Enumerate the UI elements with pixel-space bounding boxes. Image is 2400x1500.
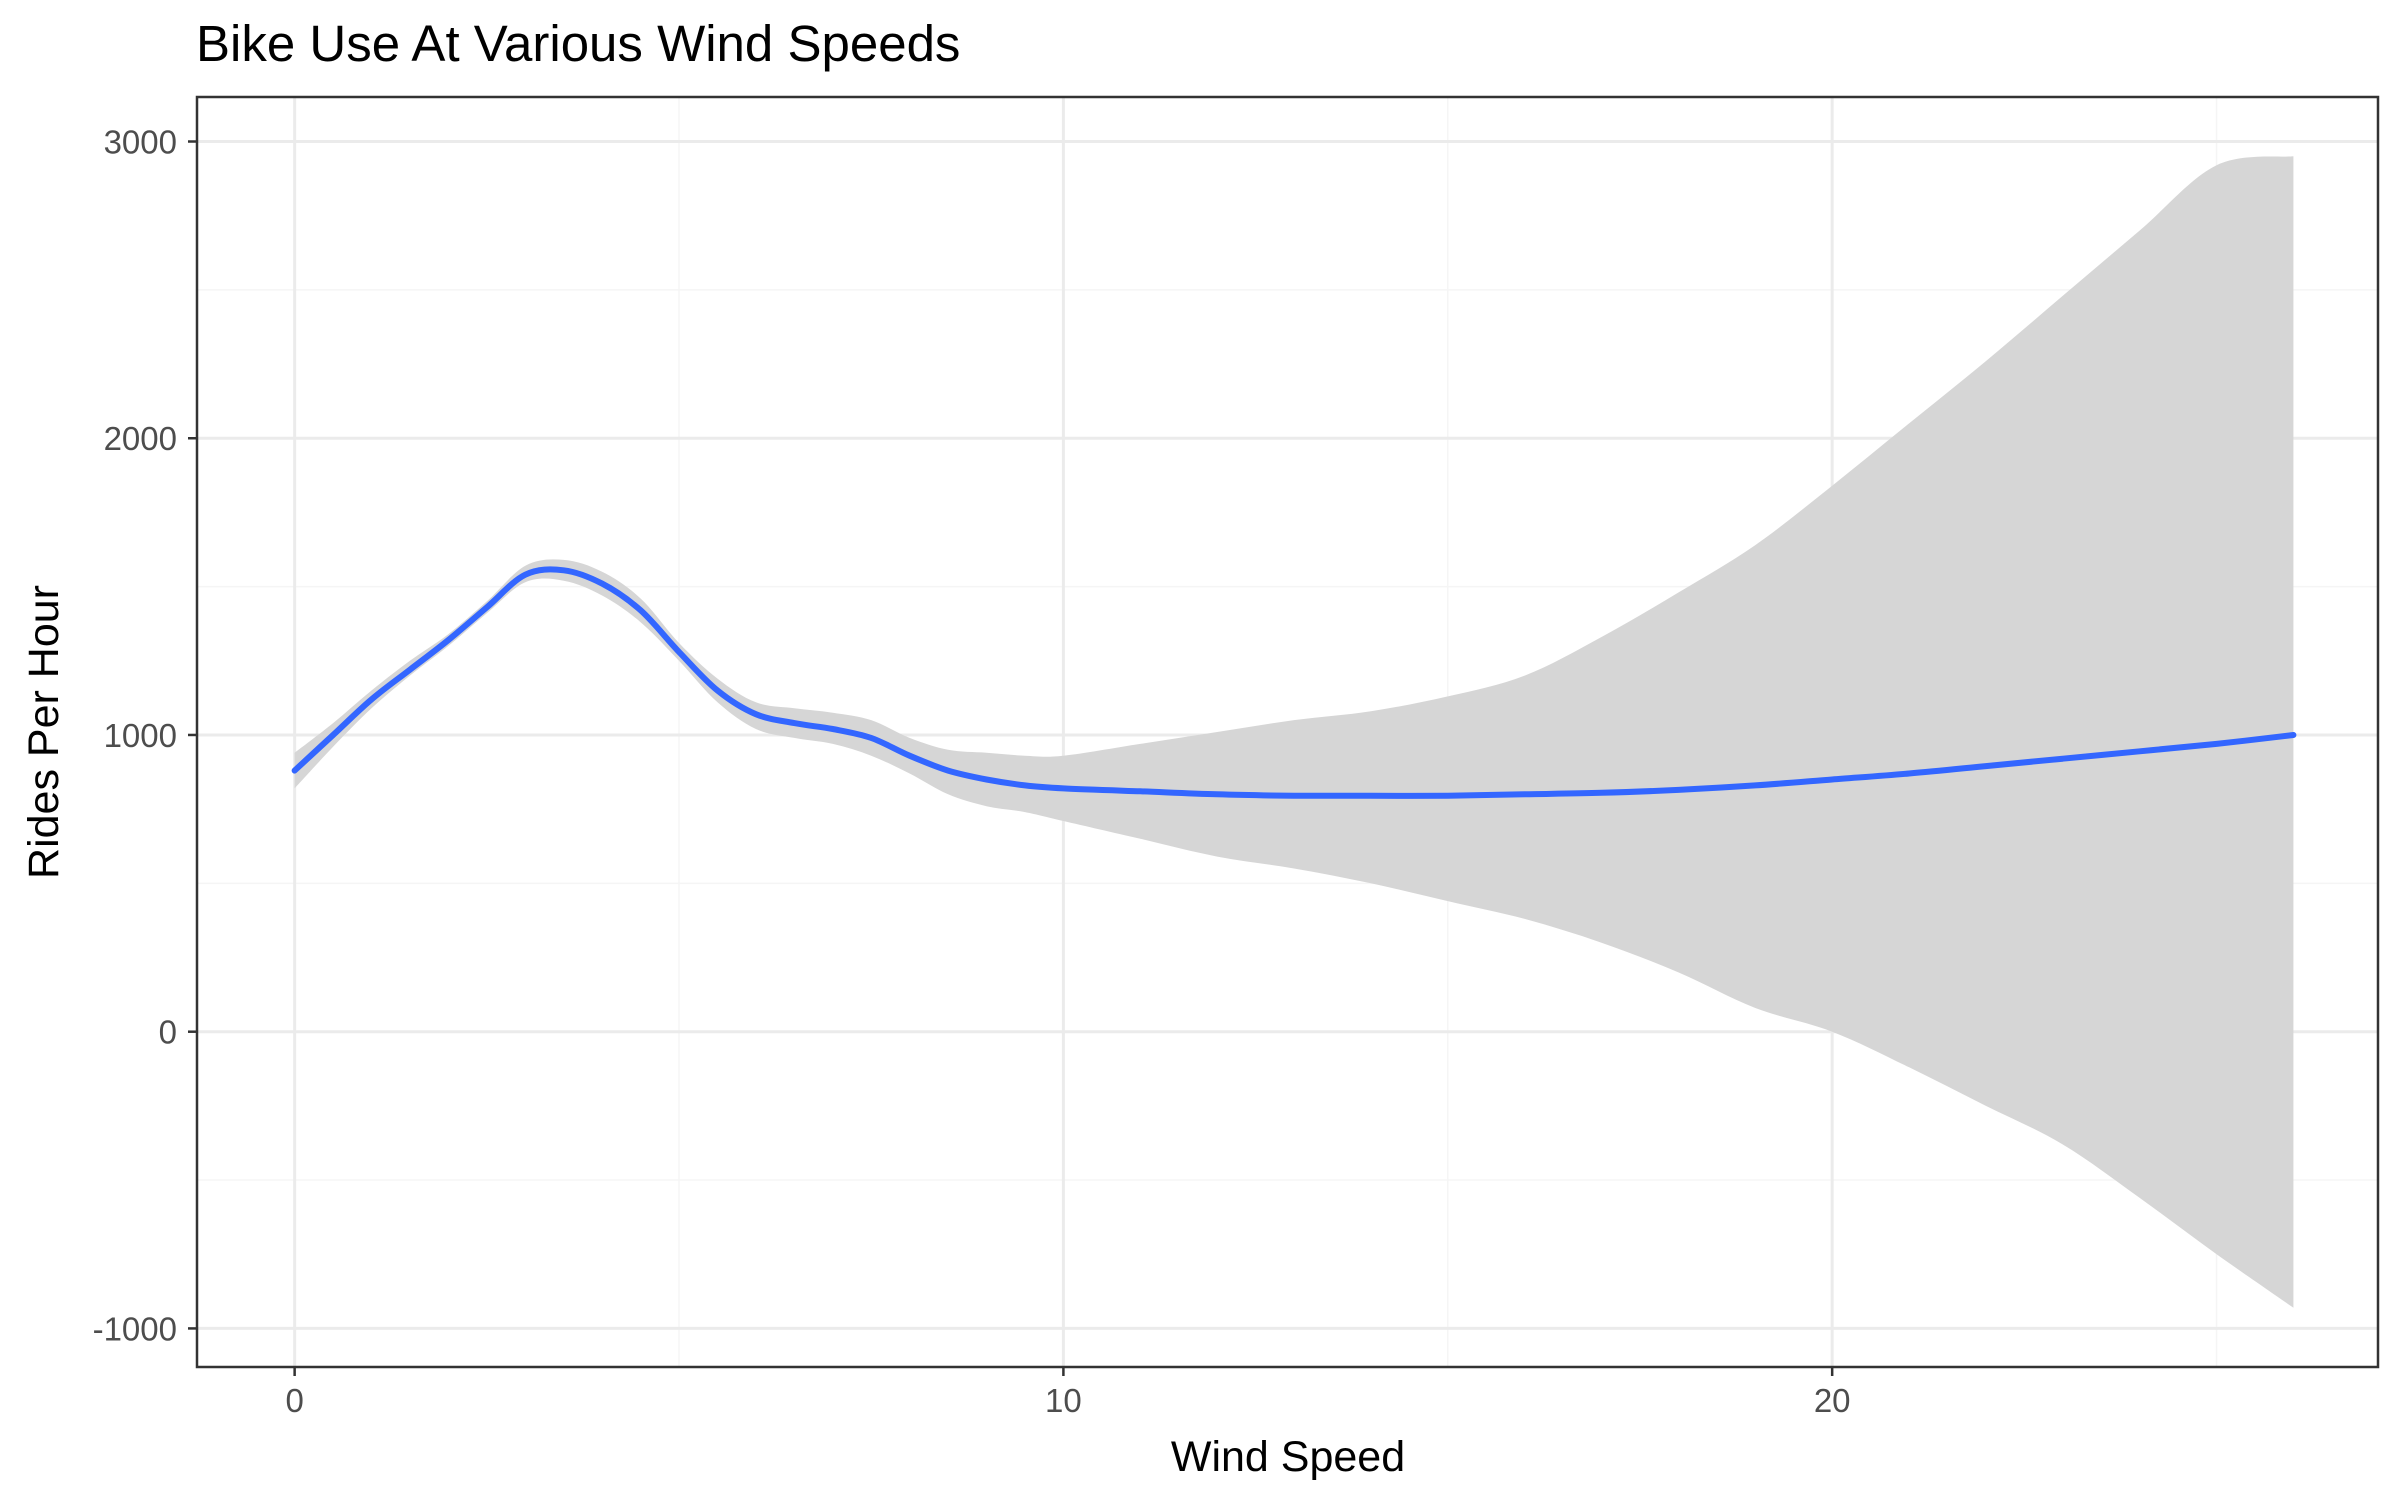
- panel-border: [195, 95, 2380, 1369]
- x-axis-title: Wind Speed: [1171, 1433, 1405, 1481]
- y-axis-title: Rides Per Hour: [20, 585, 68, 879]
- chart-title: Bike Use At Various Wind Speeds: [196, 15, 960, 72]
- y-tick-label: 1000: [104, 717, 177, 754]
- y-tick-label: 0: [159, 1014, 177, 1051]
- y-axis: -1000 0 1000 2000 3000: [93, 124, 197, 1347]
- x-tick-label: 10: [1045, 1382, 1082, 1419]
- y-tick-label: 3000: [104, 124, 177, 161]
- y-tick-label: 2000: [104, 420, 177, 457]
- x-tick-label: 20: [1814, 1382, 1851, 1419]
- x-tick-label: 0: [285, 1382, 303, 1419]
- smooth-line: [291, 566, 2297, 799]
- x-axis: 0 10 20: [285, 1367, 1851, 1419]
- confidence-band: [294, 156, 2294, 1308]
- data-marks: [291, 156, 2297, 1308]
- y-tick-label: -1000: [93, 1310, 177, 1347]
